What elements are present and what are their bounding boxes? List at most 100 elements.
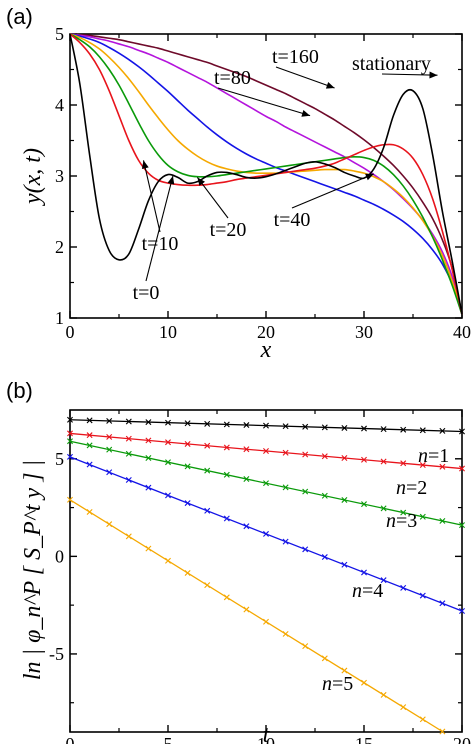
panel-b-ticks: 0 5 10 15 20 -5 0 5 xyxy=(49,410,471,744)
panel-b-marker xyxy=(106,521,113,528)
panel-a-ytick-label: 5 xyxy=(55,24,64,44)
panel-a-series-t160 xyxy=(69,33,463,315)
panel-a-annotation-arrow xyxy=(217,87,311,117)
panel-b-marker xyxy=(459,608,465,614)
panel-b-series-2 xyxy=(67,430,465,472)
panel-b-marker xyxy=(243,422,250,429)
panel-b-xtick-label: 0 xyxy=(66,734,75,744)
panel-a-annotations: t=80 t=160 stationary t=10 t=20 t=40 t=0 xyxy=(133,46,438,304)
panel-b-marker xyxy=(145,484,152,491)
panel-b-marker xyxy=(419,462,426,469)
panel-b-marker xyxy=(125,450,132,457)
panel-a-ytick-label: 3 xyxy=(55,166,64,186)
panel-b-ytick-label: -5 xyxy=(49,644,64,664)
panel-b-series-3 xyxy=(67,438,465,529)
panel-b-marker xyxy=(419,716,426,723)
panel-a-series-t20 xyxy=(69,33,463,315)
panel-b-marker xyxy=(439,427,446,434)
panel-b-marker xyxy=(67,496,73,503)
panel-a-xtick-label: 10 xyxy=(159,322,177,342)
panel-a-annotation-label: t=80 xyxy=(214,67,251,89)
panel-b-xtick-label: 15 xyxy=(355,734,373,744)
panel-b-series-label: n=4 xyxy=(352,580,383,602)
panel-b-marker xyxy=(106,417,113,424)
panel-b-marker xyxy=(361,501,367,508)
panel-b-ytick-label: 5 xyxy=(55,449,64,469)
panel-b: (b) 0 5 10 15 20 -5 0 5 n=1 n=2 n=3 n=4 n=5 t ln | … xyxy=(6,378,471,744)
panel-b-marker xyxy=(380,505,387,512)
panel-b-frame xyxy=(69,409,463,733)
panel-b-marker xyxy=(419,513,426,520)
panel-b-marker xyxy=(86,461,93,468)
panel-b-marker xyxy=(243,523,250,530)
panel-b-marker xyxy=(86,432,93,439)
panel-a-annotation-arrowhead xyxy=(429,71,438,79)
panel-b-marker xyxy=(184,440,191,447)
panel-a-ytick-label: 2 xyxy=(55,237,64,257)
panel-a-annotation-arrow xyxy=(196,177,229,219)
panel-a-annotation-arrowhead xyxy=(365,173,374,181)
panel-b-marker xyxy=(263,480,269,487)
panel-b-marker xyxy=(106,469,113,476)
panel-b-label: (b) xyxy=(6,378,33,403)
panel-a-ylabel: y(x, t) xyxy=(20,148,46,206)
panel-b-marker xyxy=(439,600,446,607)
panel-b-marker xyxy=(106,433,113,440)
panel-b-marker xyxy=(302,488,309,495)
panel-b-marker xyxy=(321,655,328,662)
panel-b-marker xyxy=(263,530,269,537)
panel-b-marker xyxy=(459,428,465,435)
panel-b-line xyxy=(69,499,444,733)
panel-b-marker xyxy=(204,420,211,427)
panel-b-marker xyxy=(302,546,309,553)
panel-b-marker xyxy=(439,728,446,735)
panel-b-marker xyxy=(380,426,387,433)
panel-b-marker xyxy=(380,577,387,584)
panel-b-marker xyxy=(439,517,446,524)
panel-b-marker xyxy=(67,416,73,423)
panel-a-ytick-label: 4 xyxy=(55,95,64,115)
panel-a-ticks: 0 10 20 30 40 1 2 3 4 5 xyxy=(55,24,471,342)
panel-a-annotation-arrow xyxy=(291,173,375,209)
panel-a-annotation-arrowhead xyxy=(167,176,175,185)
panel-a-xtick-label: 20 xyxy=(257,322,275,342)
panel-b-marker xyxy=(400,584,407,591)
panel-b-marker xyxy=(361,456,367,463)
panel-a-series-t0 xyxy=(69,33,463,315)
panel-b-marker xyxy=(439,463,446,470)
panel-b-marker xyxy=(145,419,152,426)
panel-b-xtick-label: 10 xyxy=(257,734,275,744)
panel-b-marker xyxy=(223,471,230,478)
panel-b-marker xyxy=(204,467,211,474)
panel-a-annotation-label: t=20 xyxy=(210,219,247,241)
panel-b-marker xyxy=(419,427,426,434)
panel-b-marker xyxy=(321,453,328,460)
panel-b-marker xyxy=(204,582,211,589)
panel-b-marker xyxy=(86,442,93,449)
panel-b-marker xyxy=(400,509,407,516)
panel-a-annotation-label: t=40 xyxy=(274,209,311,231)
panel-b-marker xyxy=(282,423,289,430)
panel-b-marker xyxy=(165,459,171,466)
panel-b-marker xyxy=(106,446,113,453)
panel-b-marker xyxy=(341,496,348,503)
panel-a-annotation-label: t=10 xyxy=(142,233,179,255)
panel-b-marker xyxy=(243,606,250,613)
panel-a-annotation-arrow xyxy=(275,66,335,89)
panel-b-marker xyxy=(400,460,407,467)
panel-a-annotation-arrowhead xyxy=(301,110,311,117)
panel-b-marker xyxy=(361,679,367,686)
panel-b-marker xyxy=(165,419,171,426)
panel-a-ytick-label: 1 xyxy=(55,308,64,328)
panel-b-marker xyxy=(165,557,171,564)
panel-a-annotation-arrowhead xyxy=(325,82,335,89)
panel-b-marker xyxy=(459,522,465,529)
panel-b-marker xyxy=(125,435,132,442)
panel-b-marker xyxy=(419,592,426,599)
panel-b-marker xyxy=(380,691,387,698)
panel-b-marker xyxy=(125,476,132,483)
panel-b-marker xyxy=(302,451,309,458)
panel-b-marker xyxy=(184,420,191,427)
panel-b-series-label: n=5 xyxy=(322,673,353,695)
